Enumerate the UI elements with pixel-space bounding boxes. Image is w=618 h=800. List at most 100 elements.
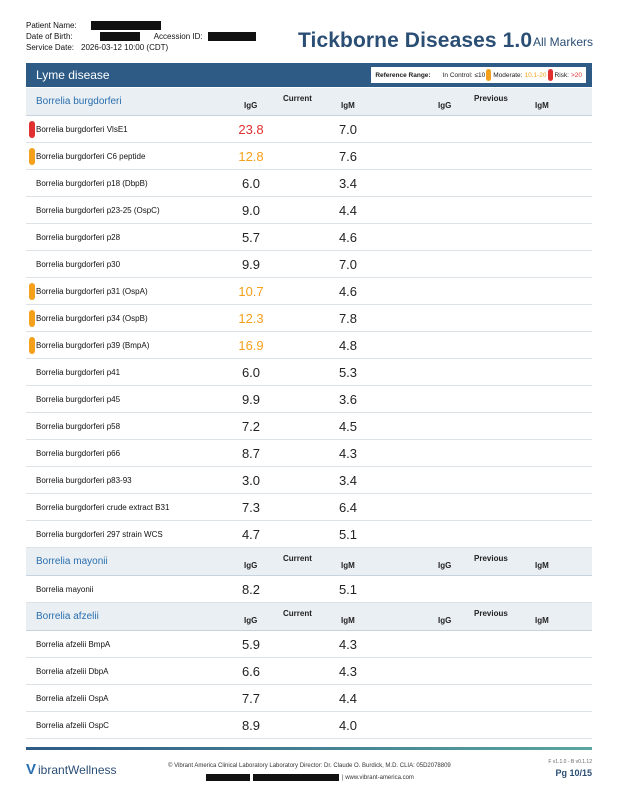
previous-igg-label: IgG <box>438 616 452 625</box>
patient-name-label: Patient Name: <box>26 21 77 30</box>
current-igm-label: IgM <box>341 101 355 110</box>
marker-name: Borrelia burgdorferi p34 (OspB) <box>36 314 148 323</box>
table-row: Borrelia burgdorferi p34 (OspB) 12.3 7.8 <box>26 305 592 332</box>
current-igg-value: 8.7 <box>241 446 261 461</box>
accession-label: Accession ID: <box>153 32 203 41</box>
current-igm-value: 3.6 <box>338 392 358 407</box>
group-name: Borrelia afzelii <box>36 611 99 622</box>
redacted-name <box>90 21 161 30</box>
current-igm-value: 5.1 <box>338 582 358 597</box>
current-igg-label: IgG <box>244 616 258 625</box>
table-row: Borrelia afzelii BmpA 5.9 4.3 <box>26 631 592 658</box>
current-igm-value: 7.0 <box>338 122 358 137</box>
current-igg-value: 7.3 <box>241 500 261 515</box>
current-igm-value: 5.3 <box>338 365 358 380</box>
table-row: Borrelia burgdorferi crude extract B31 7.… <box>26 494 592 521</box>
current-igm-value: 4.3 <box>338 446 358 461</box>
previous-igm-label: IgM <box>535 561 549 570</box>
marker-name: Borrelia burgdorferi p58 <box>36 422 121 431</box>
current-label: Current <box>283 554 312 563</box>
table-row: Borrelia burgdorferi 297 strain WCS 4.7 5.… <box>26 521 592 548</box>
table-row: Borrelia burgdorferi C6 peptide 12.8 7.6 <box>26 143 592 170</box>
marker-name: Borrelia burgdorferi p18 (DbpB) <box>36 179 148 188</box>
moderate-flag <box>29 337 35 354</box>
current-igm-value: 7.0 <box>338 257 358 272</box>
website: | www.vibrant-america.com <box>342 774 414 781</box>
marker-name: Borrelia afzelii BmpA <box>36 640 111 649</box>
report-subtitle: All Markers <box>533 35 594 49</box>
current-igm-value: 4.5 <box>338 419 358 434</box>
marker-name: Borrelia burgdorferi p23-25 (OspC) <box>36 206 160 215</box>
section-title: Lyme disease <box>36 68 110 82</box>
current-igg-value: 4.7 <box>241 527 261 542</box>
previous-label: Previous <box>474 554 508 563</box>
moderate-flag <box>29 283 35 300</box>
current-igm-value: 3.4 <box>338 176 358 191</box>
current-igm-value: 6.4 <box>338 500 358 515</box>
table-row: Borrelia mayonii 8.2 5.1 <box>26 576 592 603</box>
current-igm-value: 5.1 <box>338 527 358 542</box>
legend-moderate-value: 10.1-20 <box>524 71 547 79</box>
table-row: Borrelia burgdorferi p30 9.9 7.0 <box>26 251 592 278</box>
service-date-label: Service Date: <box>26 43 75 52</box>
reference-range-legend: Reference Range: In Control: ≤10 Moderat… <box>371 67 586 83</box>
section-header: Lyme disease Reference Range: In Control… <box>26 63 592 87</box>
current-igg-label: IgG <box>244 561 258 570</box>
current-igm-value: 7.6 <box>338 149 358 164</box>
current-igg-value: 8.2 <box>241 582 261 597</box>
current-igg-value: 10.7 <box>238 284 264 299</box>
table-row: Borrelia afzelii DbpA 6.6 4.3 <box>26 658 592 685</box>
marker-name: Borrelia burgdorferi VlsE1 <box>36 125 128 134</box>
table-row: Borrelia burgdorferi p58 7.2 4.5 <box>26 413 592 440</box>
marker-name: Borrelia burgdorferi crude extract B31 <box>36 503 170 512</box>
table-row: Borrelia burgdorferi p39 (BmpA) 16.9 4.8 <box>26 332 592 359</box>
table-row: Borrelia burgdorferi p31 (OspA) 10.7 4.6 <box>26 278 592 305</box>
marker-name: Borrelia burgdorferi 297 strain WCS <box>36 530 163 539</box>
marker-name: Borrelia mayonii <box>36 585 94 594</box>
risk-chip <box>547 69 553 81</box>
table-row: Borrelia burgdorferi p28 5.7 4.6 <box>26 224 592 251</box>
previous-igg-label: IgG <box>438 561 452 570</box>
current-igg-value: 9.9 <box>241 392 261 407</box>
redacted-dob <box>99 32 140 41</box>
table-row: Borrelia burgdorferi p18 (DbpB) 6.0 3.4 <box>26 170 592 197</box>
page-number: Pg 10/15 <box>555 768 592 778</box>
table-row: Borrelia burgdorferi p23-25 (OspC) 9.0 4.4 <box>26 197 592 224</box>
current-igg-value: 3.0 <box>241 473 261 488</box>
version: F v1.1.0 - B v0.1.12 <box>548 759 592 765</box>
marker-name: Borrelia burgdorferi p66 <box>36 449 121 458</box>
marker-name: Borrelia burgdorferi C6 peptide <box>36 152 146 161</box>
service-date-value: 2026-03-12 10:00 (CDT) <box>81 43 169 52</box>
current-igm-label: IgM <box>341 561 355 570</box>
table-row: Borrelia burgdorferi p45 9.9 3.6 <box>26 386 592 413</box>
current-igm-value: 3.4 <box>338 473 358 488</box>
previous-igm-label: IgM <box>535 101 549 110</box>
marker-name: Borrelia burgdorferi p39 (BmpA) <box>36 341 150 350</box>
group-name: Borrelia burgdorferi <box>36 96 122 107</box>
footer-website-row: | www.vibrant-america.com <box>206 774 414 781</box>
redacted-accession <box>207 32 256 41</box>
marker-name: Borrelia burgdorferi p31 (OspA) <box>36 287 148 296</box>
legend-label: Reference Range: <box>375 71 431 79</box>
current-igg-label: IgG <box>244 101 258 110</box>
logo-text: ibrantWellness <box>38 762 117 777</box>
group-header: Borrelia mayonii IgG Current IgM IgG Previous… <box>26 548 592 576</box>
report-title: Tickborne Diseases 1.0 <box>298 29 533 52</box>
moderate-chip <box>486 69 492 81</box>
dob-label: Date of Birth: <box>26 32 73 41</box>
brand-logo: V ibrantWellness <box>26 761 117 778</box>
current-igm-value: 7.8 <box>338 311 358 326</box>
previous-igm-label: IgM <box>535 616 549 625</box>
table-row: Borrelia burgdorferi p66 8.7 4.3 <box>26 440 592 467</box>
group-header: Borrelia afzelii IgG Current IgM IgG Previous… <box>26 603 592 631</box>
legend-moderate-label: Moderate: <box>493 71 523 79</box>
marker-name: Borrelia afzelii DbpA <box>36 667 109 676</box>
current-igm-value: 4.4 <box>338 203 358 218</box>
table-row: Borrelia afzelii OspA 7.7 4.4 <box>26 685 592 712</box>
table-row: Borrelia burgdorferi p83-93 3.0 3.4 <box>26 467 592 494</box>
lab-info: © Vibrant America Clinical Laboratory La… <box>168 763 451 769</box>
current-igg-value: 9.0 <box>241 203 261 218</box>
patient-info: Patient Name: Date of Birth: Accession I… <box>26 20 256 53</box>
table-row: Borrelia burgdorferi VlsE1 23.8 7.0 <box>26 116 592 143</box>
redacted-footer-2 <box>253 774 339 781</box>
